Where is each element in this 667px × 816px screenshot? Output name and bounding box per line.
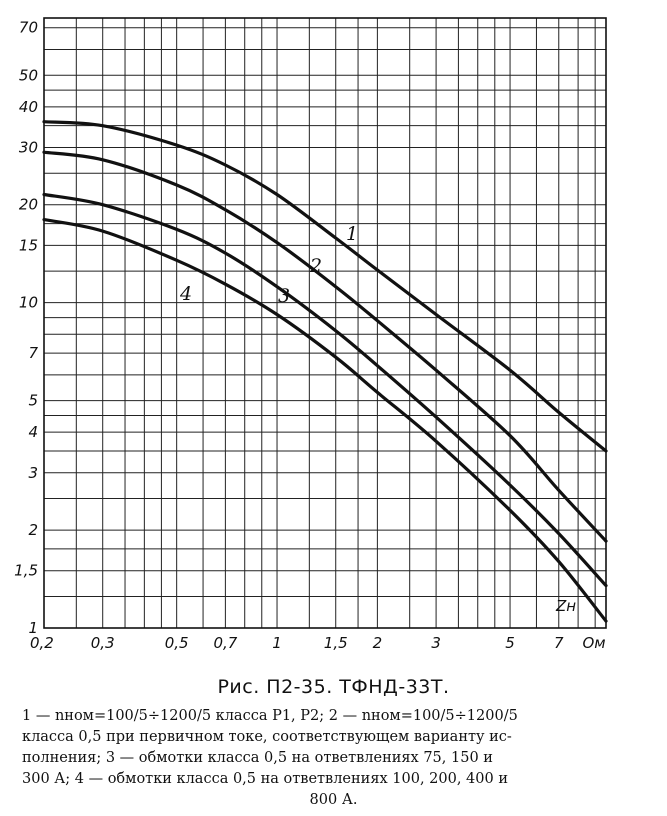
y-tick-label: 50 (19, 66, 38, 84)
x-tick-label: 0,3 (91, 634, 115, 652)
y-tick-label: 20 (19, 196, 38, 214)
x-tick-label: 0,5 (165, 634, 189, 652)
caption-line: 1 — nном=100/5÷1200/5 класса Р1, Р2; 2 —… (22, 708, 518, 724)
y-tick-label: 15 (19, 236, 38, 254)
figure-caption: Рис. П2-35. ТФНД-33Т. (0, 676, 667, 698)
figure-legend-text: 1 — nном=100/5÷1200/5 класса Р1, Р2; 2 —… (0, 706, 667, 811)
x-axis-label: Zн (555, 597, 576, 615)
y-tick-label: 3 (28, 464, 38, 482)
series-line-4 (42, 218, 608, 623)
y-tick-label: 1,5 (14, 562, 38, 580)
x-tick-label: 7 (554, 634, 564, 652)
caption-line: 800 А. (309, 792, 358, 808)
plot-frame (43, 17, 607, 629)
x-tick-label: 0,2 (30, 634, 54, 652)
x-tick-label: 3 (431, 634, 441, 652)
chart-grid (43, 17, 607, 629)
series-labels: 1 23 4 (179, 223, 358, 307)
caption-line: класса 0,5 при первичном токе, соответст… (22, 729, 512, 745)
y-tick-label: 7 (28, 344, 38, 362)
series-label-2: 2 (309, 255, 322, 277)
x-tick-label: 5 (505, 634, 515, 652)
chart-series (42, 120, 608, 623)
y-tick-label: 70 (19, 19, 38, 37)
y-tick-label: 10 (19, 294, 38, 312)
y-tick-label: 5 (28, 392, 38, 410)
x-tick-label: 0,7 (213, 634, 237, 652)
x-tick-label: 1 (272, 634, 282, 652)
x-tick-label: 1,5 (324, 634, 348, 652)
x-unit-label: Ом (582, 634, 605, 652)
y-tick-label: 2 (28, 521, 38, 539)
y-tick-label: 1 (28, 619, 38, 637)
x-tick-label: 2 (373, 634, 383, 652)
y-tick-label: 30 (19, 138, 38, 156)
series-label-1: 1 (346, 223, 358, 245)
series-line-3 (42, 192, 608, 588)
caption-line: полнения; 3 — обмотки класса 0,5 на отве… (22, 750, 493, 766)
series-line-1 (42, 120, 608, 453)
figure-title: Рис. П2-35. ТФНД-33Т. (217, 676, 450, 698)
y-tick-label: 4 (28, 423, 38, 441)
series-label-3: 3 (278, 285, 290, 307)
series-label-4: 4 (179, 283, 192, 305)
caption-line: 300 А; 4 — обмотки класса 0,5 на ответвл… (22, 771, 509, 787)
series-line-2 (42, 150, 608, 543)
y-tick-label: 40 (19, 98, 38, 116)
